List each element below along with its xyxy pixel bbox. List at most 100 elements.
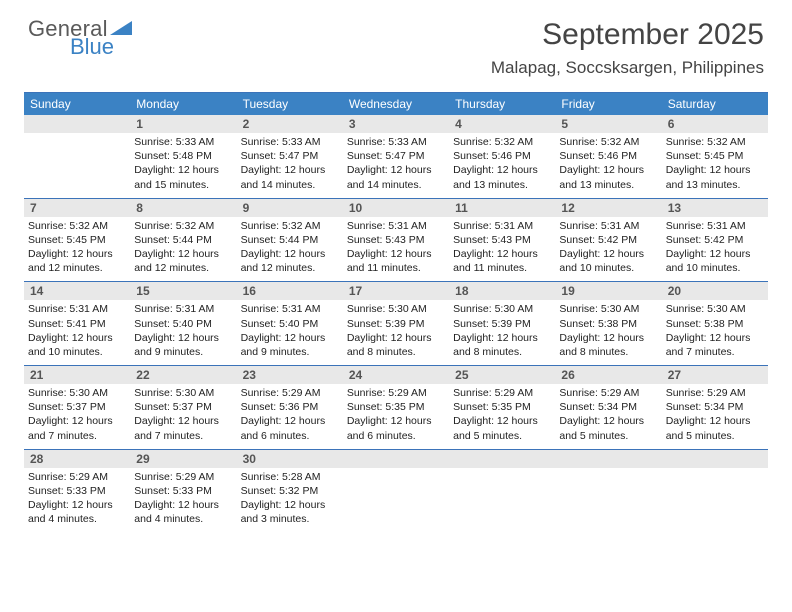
- day-cell: 21Sunrise: 5:30 AMSunset: 5:37 PMDayligh…: [24, 366, 130, 449]
- day-info: Sunrise: 5:33 AMSunset: 5:47 PMDaylight:…: [347, 135, 445, 192]
- sunrise-line: Sunrise: 5:30 AM: [666, 302, 764, 316]
- day-number: 19: [555, 282, 661, 300]
- daylight-line: Daylight: 12 hours and 5 minutes.: [559, 414, 657, 442]
- sunrise-line: Sunrise: 5:31 AM: [241, 302, 339, 316]
- day-info: Sunrise: 5:30 AMSunset: 5:37 PMDaylight:…: [28, 386, 126, 443]
- day-info: Sunrise: 5:32 AMSunset: 5:46 PMDaylight:…: [453, 135, 551, 192]
- day-info: Sunrise: 5:30 AMSunset: 5:39 PMDaylight:…: [347, 302, 445, 359]
- daylight-line: Daylight: 12 hours and 12 minutes.: [241, 247, 339, 275]
- sunrise-line: Sunrise: 5:31 AM: [28, 302, 126, 316]
- daylight-line: Daylight: 12 hours and 4 minutes.: [28, 498, 126, 526]
- day-cell: 3Sunrise: 5:33 AMSunset: 5:47 PMDaylight…: [343, 115, 449, 198]
- sunrise-line: Sunrise: 5:32 AM: [28, 219, 126, 233]
- day-info: Sunrise: 5:31 AMSunset: 5:43 PMDaylight:…: [347, 219, 445, 276]
- calendar: Sunday Monday Tuesday Wednesday Thursday…: [24, 92, 768, 532]
- day-cell: [24, 115, 130, 198]
- day-cell: 30Sunrise: 5:28 AMSunset: 5:32 PMDayligh…: [237, 450, 343, 533]
- sunset-line: Sunset: 5:34 PM: [559, 400, 657, 414]
- day-cell: 25Sunrise: 5:29 AMSunset: 5:35 PMDayligh…: [449, 366, 555, 449]
- sunset-line: Sunset: 5:40 PM: [134, 317, 232, 331]
- day-number: [24, 115, 130, 133]
- day-number: [555, 450, 661, 468]
- sunset-line: Sunset: 5:39 PM: [453, 317, 551, 331]
- day-cell: 5Sunrise: 5:32 AMSunset: 5:46 PMDaylight…: [555, 115, 661, 198]
- week-row: 14Sunrise: 5:31 AMSunset: 5:41 PMDayligh…: [24, 282, 768, 366]
- sunrise-line: Sunrise: 5:29 AM: [666, 386, 764, 400]
- day-cell: 7Sunrise: 5:32 AMSunset: 5:45 PMDaylight…: [24, 199, 130, 282]
- daylight-line: Daylight: 12 hours and 10 minutes.: [559, 247, 657, 275]
- day-number: 24: [343, 366, 449, 384]
- sunrise-line: Sunrise: 5:29 AM: [453, 386, 551, 400]
- day-cell: 24Sunrise: 5:29 AMSunset: 5:35 PMDayligh…: [343, 366, 449, 449]
- sunset-line: Sunset: 5:36 PM: [241, 400, 339, 414]
- day-number: 8: [130, 199, 236, 217]
- sunrise-line: Sunrise: 5:31 AM: [453, 219, 551, 233]
- day-number: 1: [130, 115, 236, 133]
- day-cell: 16 Sunrise: 5:31 AMSunset: 5:40 PMDayligh…: [237, 282, 343, 365]
- day-cell: 4Sunrise: 5:32 AMSunset: 5:46 PMDaylight…: [449, 115, 555, 198]
- day-cell: 12Sunrise: 5:31 AMSunset: 5:42 PMDayligh…: [555, 199, 661, 282]
- day-number: 6: [662, 115, 768, 133]
- sunset-line: Sunset: 5:46 PM: [559, 149, 657, 163]
- day-cell: 8Sunrise: 5:32 AMSunset: 5:44 PMDaylight…: [130, 199, 236, 282]
- day-cell: 11Sunrise: 5:31 AMSunset: 5:43 PMDayligh…: [449, 199, 555, 282]
- sunset-line: Sunset: 5:43 PM: [453, 233, 551, 247]
- daylight-line: Daylight: 12 hours and 5 minutes.: [666, 414, 764, 442]
- day-cell: 18Sunrise: 5:30 AMSunset: 5:39 PMDayligh…: [449, 282, 555, 365]
- day-header-thursday: Thursday: [449, 93, 555, 115]
- day-header-wednesday: Wednesday: [343, 93, 449, 115]
- day-number: 28: [24, 450, 130, 468]
- day-header-friday: Friday: [555, 93, 661, 115]
- daylight-line: Daylight: 12 hours and 5 minutes.: [453, 414, 551, 442]
- sunrise-line: Sunrise: 5:32 AM: [134, 219, 232, 233]
- week-row: 21Sunrise: 5:30 AMSunset: 5:37 PMDayligh…: [24, 366, 768, 450]
- day-cell: [449, 450, 555, 533]
- daylight-line: Daylight: 12 hours and 4 minutes.: [134, 498, 232, 526]
- daylight-line: Daylight: 12 hours and 13 minutes.: [666, 163, 764, 191]
- daylight-line: Daylight: 12 hours and 14 minutes.: [241, 163, 339, 191]
- day-info: Sunrise: 5:31 AMSunset: 5:42 PMDaylight:…: [559, 219, 657, 276]
- day-info: Sunrise: 5:29 AMSunset: 5:33 PMDaylight:…: [134, 470, 232, 527]
- sunrise-line: Sunrise: 5:29 AM: [134, 470, 232, 484]
- day-info: Sunrise: 5:33 AMSunset: 5:47 PMDaylight:…: [241, 135, 339, 192]
- week-row: 7Sunrise: 5:32 AMSunset: 5:45 PMDaylight…: [24, 199, 768, 283]
- daylight-line: Daylight: 12 hours and 9 minutes.: [134, 331, 232, 359]
- sunset-line: Sunset: 5:38 PM: [559, 317, 657, 331]
- day-info: Sunrise: 5:30 AMSunset: 5:39 PMDaylight:…: [453, 302, 551, 359]
- sunrise-line: Sunrise: 5:32 AM: [241, 219, 339, 233]
- daylight-line: Daylight: 12 hours and 12 minutes.: [28, 247, 126, 275]
- day-cell: [343, 450, 449, 533]
- day-number: 16: [237, 282, 343, 300]
- day-cell: 29 Sunrise: 5:29 AMSunset: 5:33 PMDayligh…: [130, 450, 236, 533]
- daylight-line: Daylight: 12 hours and 6 minutes.: [347, 414, 445, 442]
- day-cell: 9Sunrise: 5:32 AMSunset: 5:44 PMDaylight…: [237, 199, 343, 282]
- sunset-line: Sunset: 5:42 PM: [666, 233, 764, 247]
- sunset-line: Sunset: 5:32 PM: [241, 484, 339, 498]
- day-number: 5: [555, 115, 661, 133]
- week-row: 28Sunrise: 5:29 AMSunset: 5:33 PMDayligh…: [24, 450, 768, 533]
- day-number: 11: [449, 199, 555, 217]
- day-cell: 28Sunrise: 5:29 AMSunset: 5:33 PMDayligh…: [24, 450, 130, 533]
- sunset-line: Sunset: 5:39 PM: [347, 317, 445, 331]
- sunrise-line: Sunrise: 5:31 AM: [347, 219, 445, 233]
- daylight-line: Daylight: 12 hours and 7 minutes.: [666, 331, 764, 359]
- sunset-line: Sunset: 5:45 PM: [28, 233, 126, 247]
- daylight-line: Daylight: 12 hours and 10 minutes.: [666, 247, 764, 275]
- daylight-line: Daylight: 12 hours and 8 minutes.: [453, 331, 551, 359]
- day-info: Sunrise: 5:33 AMSunset: 5:48 PMDaylight:…: [134, 135, 232, 192]
- title-block: September 2025 Malapag, Soccsksargen, Ph…: [491, 18, 764, 78]
- sunrise-line: Sunrise: 5:30 AM: [453, 302, 551, 316]
- day-info: Sunrise: 5:31 AMSunset: 5:40 PMDaylight:…: [134, 302, 232, 359]
- daylight-line: Daylight: 12 hours and 15 minutes.: [134, 163, 232, 191]
- day-cell: 10 Sunrise: 5:31 AMSunset: 5:43 PMDayligh…: [343, 199, 449, 282]
- sunrise-line: Sunrise: 5:31 AM: [666, 219, 764, 233]
- day-number: 29: [130, 450, 236, 468]
- day-info: Sunrise: 5:31 AMSunset: 5:40 PMDaylight:…: [241, 302, 339, 359]
- day-cell: [555, 450, 661, 533]
- sunrise-line: Sunrise: 5:32 AM: [559, 135, 657, 149]
- daylight-line: Daylight: 12 hours and 7 minutes.: [134, 414, 232, 442]
- day-number: [449, 450, 555, 468]
- sunrise-line: Sunrise: 5:33 AM: [241, 135, 339, 149]
- day-number: 10: [343, 199, 449, 217]
- day-cell: 6Sunrise: 5:32 AMSunset: 5:45 PMDaylight…: [662, 115, 768, 198]
